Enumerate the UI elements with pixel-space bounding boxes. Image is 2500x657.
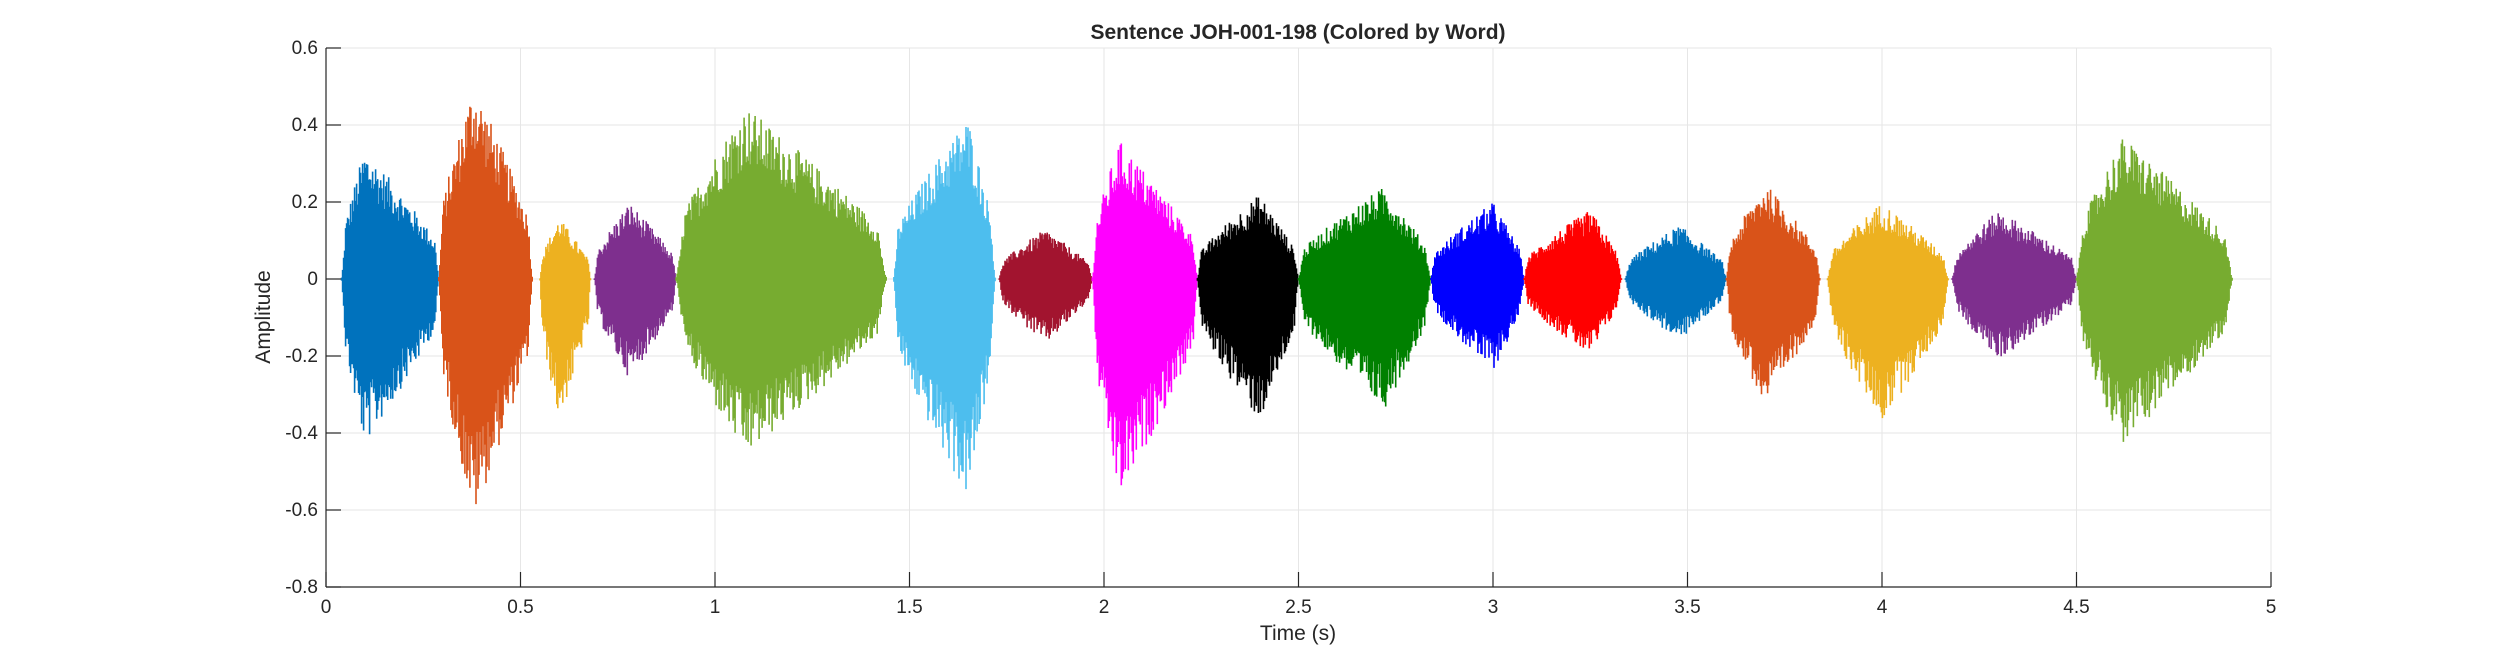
x-tick-label: 2 [1099,597,1110,618]
waveform-segment-15 [1826,206,1949,419]
y-tick-label: -0.2 [285,346,318,367]
y-tick-label: 0.4 [292,115,319,136]
x-tick-label: 4 [1877,597,1888,618]
y-tick-label: -0.6 [285,500,318,521]
x-tick-label: 1.5 [896,597,922,618]
y-tick-label: -0.8 [285,577,318,598]
y-axis-label: Amplitude [252,270,275,363]
waveform-segment-8 [1091,143,1199,486]
x-tick-label: 3 [1488,597,1499,618]
axes: 0 0.5 1 1.5 2 2.5 3 3.5 4 4.5 5 -0.8 -0.6 -0.4 -0.2 0 0.… [285,38,2276,618]
y-tick-label: 0.6 [292,38,318,59]
x-tick-label: 0 [321,597,332,618]
x-tick-label: 2.5 [1285,597,1311,618]
x-tick-label: 4.5 [2063,597,2089,618]
x-tick-label: 0.5 [507,597,533,618]
y-tick-label: 0.2 [292,192,318,213]
x-tick-label: 5 [2266,597,2277,618]
x-axis-label: Time (s) [1260,622,1336,645]
y-tick-label: 0 [307,269,318,290]
waveform-series [340,106,2233,505]
x-tick-label: 1 [710,597,721,618]
x-tick-label: 3.5 [1674,597,1700,618]
waveform-segment-6 [893,127,996,490]
y-tick-label: -0.4 [285,423,318,444]
chart-title: Sentence JOH-001-198 (Colored by Word) [1090,21,1505,44]
